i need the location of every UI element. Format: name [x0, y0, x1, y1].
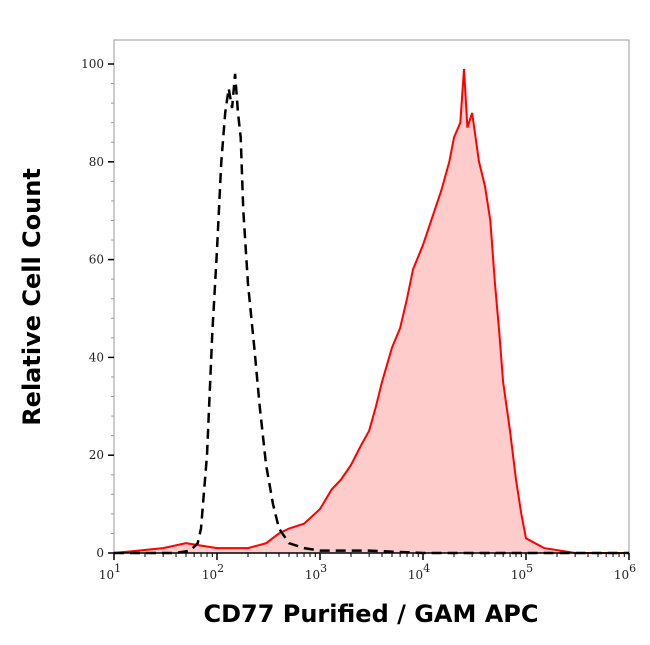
series-line-red	[113, 68, 629, 554]
series-layer	[113, 68, 629, 555]
x-tick-label: 103	[305, 562, 327, 582]
series-line-dashed	[114, 73, 629, 555]
x-axis-label: CD77 Purified / GAM APC	[203, 600, 538, 628]
x-tick-label: 101	[99, 562, 121, 582]
x-tick-label: 105	[511, 562, 533, 582]
x-tick-label: 106	[614, 562, 636, 582]
y-tick-label: 20	[89, 448, 104, 462]
axes-layer: 0 20 40 60 80 100 101 102 103 104 105 106	[81, 57, 636, 582]
series-fill-area	[114, 68, 629, 554]
y-axis-label: Relative Cell Count	[18, 168, 46, 426]
y-tick-label: 60	[89, 253, 104, 267]
y-tick-label: 0	[96, 546, 104, 560]
x-tick-label: 102	[202, 562, 224, 582]
y-tick-label: 40	[89, 350, 104, 364]
x-tick-label: 104	[408, 562, 430, 582]
y-tick-label: 100	[81, 57, 104, 71]
y-tick-label: 80	[89, 155, 104, 169]
